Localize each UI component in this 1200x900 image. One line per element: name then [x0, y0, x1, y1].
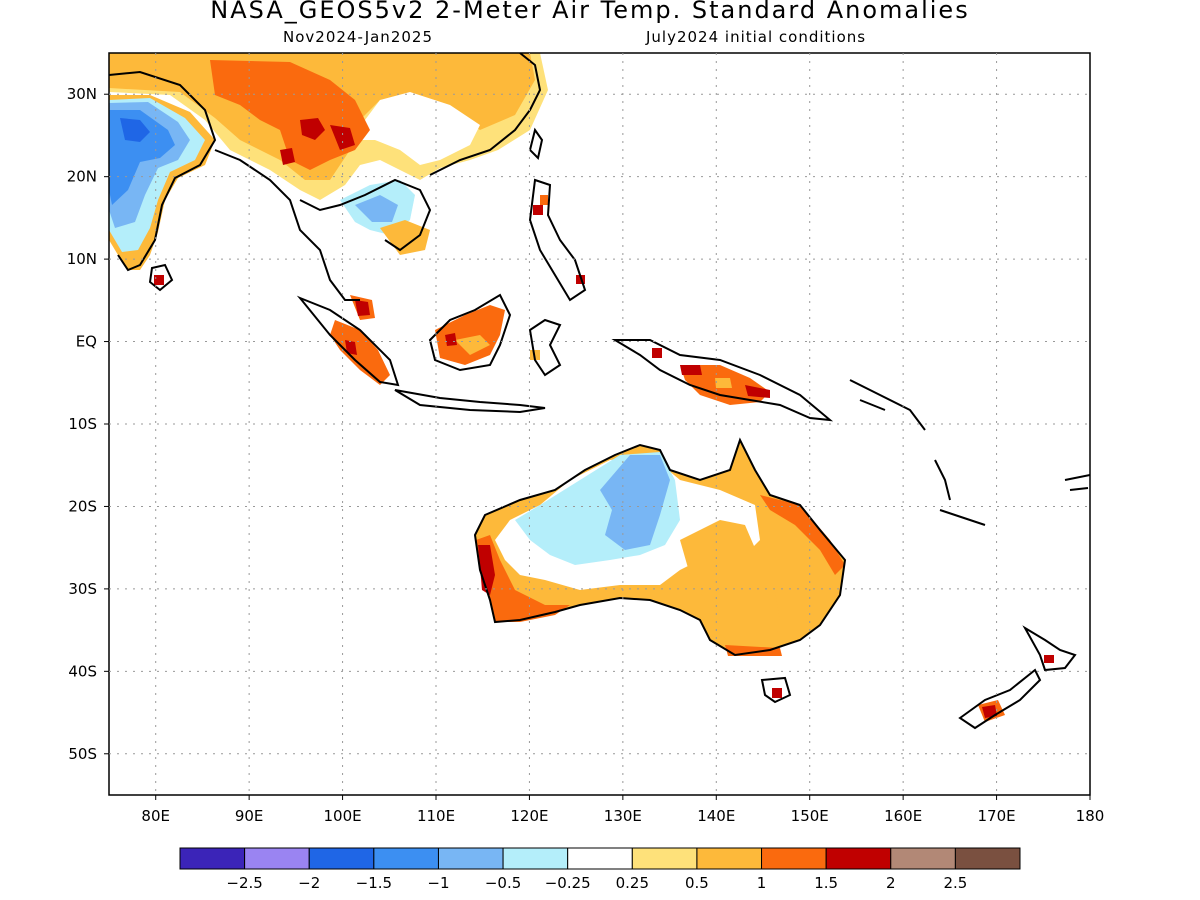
sumatra-anomaly-darkred: [345, 300, 370, 355]
colorbar-label: 0.25: [616, 874, 649, 892]
colorbar-label: 2: [886, 874, 896, 892]
lon-tick-label: 100E: [324, 807, 362, 825]
colorbar-swatch: [696, 847, 763, 870]
colorbar-swatch: [631, 847, 698, 870]
lon-tick-label: 80E: [141, 807, 170, 825]
lon-tick-label: 130E: [604, 807, 642, 825]
lon-tick-label: 110E: [417, 807, 455, 825]
australia-anomaly-orange-se: [680, 520, 780, 650]
coastline-newzealand-south: [958, 668, 1042, 730]
coastline-newzealand-north: [1022, 625, 1077, 672]
coastline-newguinea: [611, 339, 834, 422]
sumatra-anomaly-orange: [330, 295, 390, 385]
lat-tick-label: 20N: [67, 168, 97, 186]
colorbar-swatch: [437, 847, 504, 870]
borneo-anomaly-orange: [435, 305, 505, 365]
axis-tick-labels: 30N 20N 10N EQ 10S 20S 30S 40S 50S 80E 90E 100E 110E…: [67, 85, 1105, 825]
asia-anomaly-red-orange: [210, 60, 370, 170]
colorbar-swatch: [567, 847, 633, 870]
philippines-anomaly-square: [540, 195, 548, 205]
coastline-vanuatu: [934, 459, 986, 526]
coastline-fiji: [1064, 474, 1090, 491]
lat-tick-label: 10S: [68, 415, 97, 433]
colorbar-swatch: [954, 847, 1021, 870]
newguinea-anomaly-yellow: [715, 378, 732, 388]
coastline-philippines: [528, 178, 587, 302]
coastlines: [109, 53, 1090, 730]
australia-anomaly-orange-west: [476, 535, 570, 622]
lat-tick-label: 40S: [68, 662, 97, 680]
colorbar-label: 1.5: [814, 874, 838, 892]
asia-anomaly-white: [360, 92, 480, 165]
map-title: NASA_GEOS5v2 2-Meter Air Temp. Standard …: [210, 0, 970, 24]
colorbar-label: −1: [427, 874, 449, 892]
gridlines: [109, 53, 1090, 795]
indochina-anomaly-blue: [355, 195, 398, 222]
coastline-taiwan: [528, 127, 544, 160]
lon-tick-label: 140E: [697, 807, 735, 825]
tasmania-anomaly-square: [772, 688, 782, 698]
colorbar-swatch: [244, 847, 310, 870]
colorbar-label: −0.25: [545, 874, 591, 892]
lon-tick-label: 150E: [791, 807, 829, 825]
coastline-australia: [473, 437, 847, 657]
indochina-anomaly-orange: [380, 220, 430, 255]
lon-tick-label: 160E: [884, 807, 922, 825]
lon-tick-label: 170E: [978, 807, 1016, 825]
asia-anomaly-darkred: [280, 118, 355, 165]
coastline-sulawesi: [528, 318, 562, 377]
lat-tick-label: 30N: [67, 85, 97, 103]
lat-tick-label: 20S: [68, 497, 97, 515]
lat-tick-label: 50S: [68, 745, 97, 763]
colorbar-label: 1: [757, 874, 767, 892]
lon-tick-label: 180: [1076, 807, 1105, 825]
borneo-anomaly-darkred: [445, 333, 457, 346]
colorbar-label: −0.5: [485, 874, 521, 892]
coastline-srilanka: [148, 263, 174, 292]
newguinea-anomaly-darkred: [652, 348, 770, 398]
australia-anomaly-orange-east: [725, 495, 845, 656]
colorbar-swatch: [890, 847, 956, 870]
coastline-sumatra: [296, 295, 400, 387]
forecast-period: Nov2024-Jan2025: [283, 28, 433, 46]
colorbar-swatch: [179, 847, 246, 870]
lat-tick-label: EQ: [76, 333, 97, 351]
coastline-asia: [109, 53, 542, 301]
lon-tick-label: 120E: [510, 807, 548, 825]
philippines-anomaly-square: [533, 205, 543, 215]
australia-anomaly-blue: [600, 455, 670, 550]
newzealand-anomaly-darkred: [982, 655, 1054, 718]
anomaly-fields: [109, 53, 1054, 722]
coastline-tasmania: [760, 676, 792, 704]
coastline-borneo: [428, 293, 512, 372]
colorbar-swatch: [373, 847, 439, 870]
colorbar-label: −2: [298, 874, 320, 892]
colorbar-swatch: [308, 847, 375, 870]
coastline-solomons: [849, 379, 926, 431]
borneo-anomaly-yellow: [455, 335, 490, 355]
colorbar-swatch: [761, 847, 827, 870]
srilanka-anomaly-square: [154, 275, 164, 285]
colorbar-swatch: [502, 847, 569, 870]
lat-tick-label: 10N: [67, 250, 97, 268]
india-anomaly-strongblue: [120, 118, 150, 142]
coastline-java: [394, 389, 546, 414]
colorbar-swatch: [825, 847, 892, 870]
colorbar-label: 0.5: [685, 874, 709, 892]
lon-tick-label: 90E: [235, 807, 264, 825]
colorbar-label: 2.5: [943, 874, 967, 892]
initial-conditions-label: July2024 initial conditions: [646, 28, 867, 46]
colorbar-label: −1.5: [356, 874, 392, 892]
australia-anomaly-darkred-west: [478, 545, 495, 595]
colorbar: −2.5 −2 −1.5 −1 −0.5 −0.25 0.25 0.5 1 1.5 2 2.5: [179, 847, 1021, 892]
colorbar-label: −2.5: [226, 874, 262, 892]
lat-tick-label: 30S: [68, 580, 97, 598]
